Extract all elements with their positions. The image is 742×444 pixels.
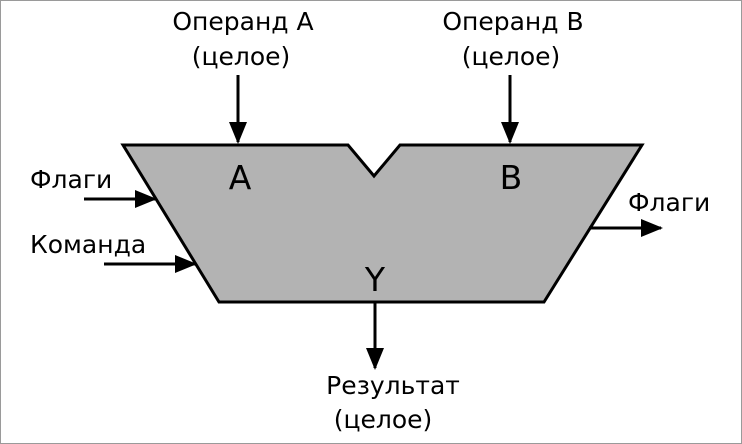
- port-y-label: Y: [364, 260, 386, 299]
- operand-a-type: (целое): [192, 42, 291, 71]
- alu-body: [120, 143, 645, 304]
- command-label: Команда: [30, 230, 146, 259]
- port-a-label: A: [229, 158, 252, 197]
- flags-in-label: Флаги: [30, 165, 112, 194]
- flags-out-label: Флаги: [628, 188, 710, 217]
- result-label: Результат: [326, 371, 460, 400]
- operand-b-type: (целое): [462, 42, 561, 71]
- operand-b-label: Операнд B: [442, 7, 583, 36]
- port-b-label: B: [500, 158, 523, 197]
- result-type: (целое): [334, 405, 433, 434]
- operand-a-label: Операнд A: [172, 7, 313, 36]
